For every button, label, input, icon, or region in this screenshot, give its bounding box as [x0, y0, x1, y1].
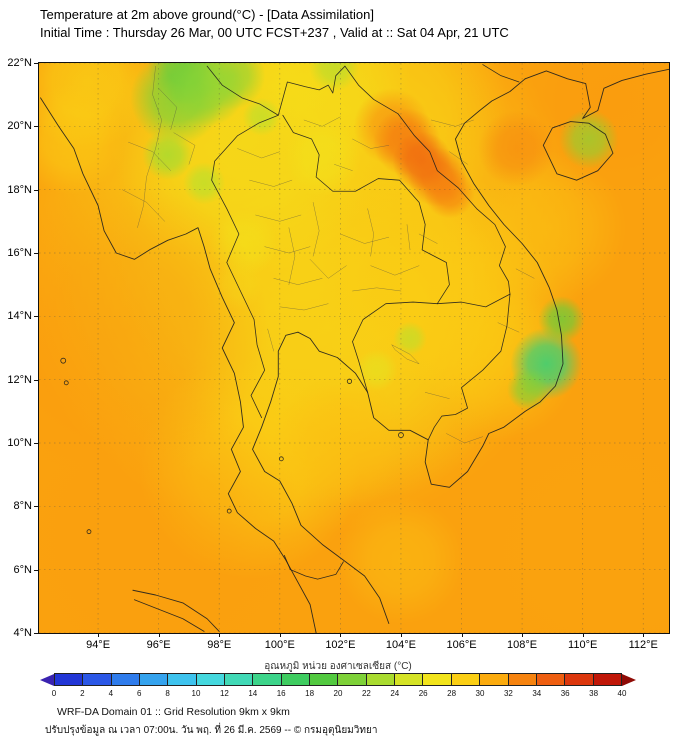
- footer-domain-info: WRF-DA Domain 01 :: Grid Resolution 9km …: [57, 706, 290, 718]
- y-axis-tick-label: 14°N: [7, 310, 32, 323]
- y-axis-tick-label: 4°N: [13, 627, 32, 639]
- colorbar-segment: [55, 674, 84, 685]
- x-axis-tick-mark: [340, 633, 342, 637]
- x-axis-tick-label: 102°E: [325, 639, 356, 651]
- map-frame: [38, 62, 670, 634]
- x-axis-tick-label: 106°E: [446, 639, 477, 651]
- colorbar-segment: [451, 674, 481, 685]
- colorbar-tick-label: 30: [475, 689, 485, 698]
- colorbar-tick-label: 16: [276, 689, 286, 698]
- colorbar-tick-label: 4: [108, 689, 114, 698]
- colorbar-tick-label: 20: [333, 689, 343, 698]
- y-axis-tick-mark: [34, 633, 38, 634]
- colorbar-segment: [593, 674, 621, 685]
- colorbar-tick-label: 40: [617, 689, 627, 698]
- y-axis-tick-label: 12°N: [7, 373, 32, 386]
- x-axis-tick-mark: [279, 633, 281, 637]
- colorbar-segment: [168, 674, 197, 685]
- y-axis-tick-mark: [34, 443, 38, 444]
- colorbar-segment: [508, 674, 537, 685]
- colorbar-segment: [480, 674, 509, 685]
- y-axis-tick-mark: [34, 379, 38, 381]
- x-axis-tick-label: 110°E: [568, 639, 598, 651]
- x-axis-tick-label: 94°E: [86, 639, 111, 651]
- colorbar: [40, 673, 636, 686]
- y-axis-tick-mark: [34, 569, 38, 571]
- y-axis-tick-label: 16°N: [7, 247, 32, 259]
- colorbar-tick-label: 10: [191, 689, 201, 698]
- y-axis-tick-mark: [34, 253, 38, 254]
- y-axis-tick-label: 18°N: [7, 183, 32, 196]
- colorbar-segment: [196, 674, 226, 685]
- colorbar-segment: [395, 674, 424, 685]
- y-axis-tick-label: 20°N: [7, 120, 32, 133]
- y-axis-tick-mark: [34, 316, 38, 318]
- colorbar-tick-label: 6: [136, 689, 142, 698]
- x-axis-tick-mark: [582, 633, 584, 637]
- x-axis-tick-mark: [461, 633, 463, 637]
- colorbar-tick-label: 34: [532, 689, 542, 698]
- colorbar-tick-label: 18: [305, 689, 315, 698]
- x-axis-tick-mark: [522, 633, 524, 637]
- x-axis-tick-mark: [219, 633, 221, 637]
- y-axis-tick-label: 10°N: [7, 437, 32, 449]
- y-axis-tick-mark: [34, 189, 38, 191]
- colorbar-scale: [54, 673, 622, 686]
- colorbar-segment: [225, 674, 254, 685]
- x-axis-tick-mark: [400, 633, 402, 637]
- colorbar-left-arrow-icon: [40, 673, 54, 686]
- colorbar-segment: [140, 674, 169, 685]
- x-axis-tick-label: 98°E: [207, 639, 232, 651]
- colorbar-segment: [83, 674, 112, 685]
- colorbar-segment: [423, 674, 452, 685]
- y-axis-tick-label: 22°N: [7, 57, 32, 69]
- page-subtitle: Initial Time : Thursday 26 Mar, 00 UTC F…: [40, 25, 509, 40]
- colorbar-right-arrow-icon: [622, 673, 636, 686]
- colorbar-tick-label: 22: [361, 689, 371, 698]
- colorbar-label: อุณหภูมิ หน่วย องศาเซลเซียส (°C): [264, 661, 412, 672]
- y-axis-tick-mark: [34, 63, 38, 64]
- colorbar-segment: [111, 674, 141, 685]
- colorbar-tick-label: 0: [51, 689, 57, 698]
- colorbar-tick-label: 8: [165, 689, 170, 698]
- y-axis-tick-mark: [34, 506, 38, 508]
- x-axis-tick-label: 104°E: [385, 639, 416, 651]
- colorbar-tick-label: 36: [560, 689, 570, 698]
- y-axis-tick-label: 8°N: [13, 500, 32, 513]
- footer-update-info: ปรับปรุงข้อมูล ณ เวลา 07:00น. วัน พฤ. ที…: [45, 725, 378, 736]
- page-title: Temperature at 2m above ground(°C) - [Da…: [40, 7, 374, 22]
- y-axis-tick-label: 6°N: [13, 563, 32, 576]
- colorbar-tick-label: 28: [447, 689, 457, 698]
- colorbar-tick-label: 24: [390, 689, 400, 698]
- colorbar-tick-labels: 0 2 4 6 8 10 12 14 16 18 20 22 24 26 28 30 32 34 36 38 40: [51, 689, 627, 699]
- colorbar-tick-label: 38: [589, 689, 599, 698]
- colorbar-tick-label: 14: [248, 689, 258, 698]
- x-axis-tick-mark: [158, 633, 160, 637]
- colorbar-tick-label: 26: [418, 689, 428, 698]
- x-axis-tick-label: 108°E: [507, 639, 538, 651]
- colorbar-tick-label: 12: [219, 689, 229, 698]
- x-axis-tick-mark: [643, 633, 645, 637]
- x-axis-tick-label: 100°E: [264, 639, 295, 651]
- colorbar-segment: [281, 674, 311, 685]
- temperature-map-canvas: [39, 63, 669, 633]
- x-axis-tick-mark: [98, 633, 100, 637]
- colorbar-segment: [366, 674, 396, 685]
- colorbar-segment: [565, 674, 594, 685]
- x-axis-tick-label: 96°E: [146, 639, 171, 651]
- x-axis-tick-label: 112°E: [628, 639, 658, 651]
- colorbar-tick-label: 32: [503, 689, 513, 698]
- colorbar-segment: [536, 674, 566, 685]
- colorbar-segment: [253, 674, 282, 685]
- colorbar-segment: [310, 674, 339, 685]
- y-axis-tick-mark: [34, 126, 38, 128]
- colorbar-tick-label: 2: [80, 689, 85, 698]
- colorbar-segment: [338, 674, 367, 685]
